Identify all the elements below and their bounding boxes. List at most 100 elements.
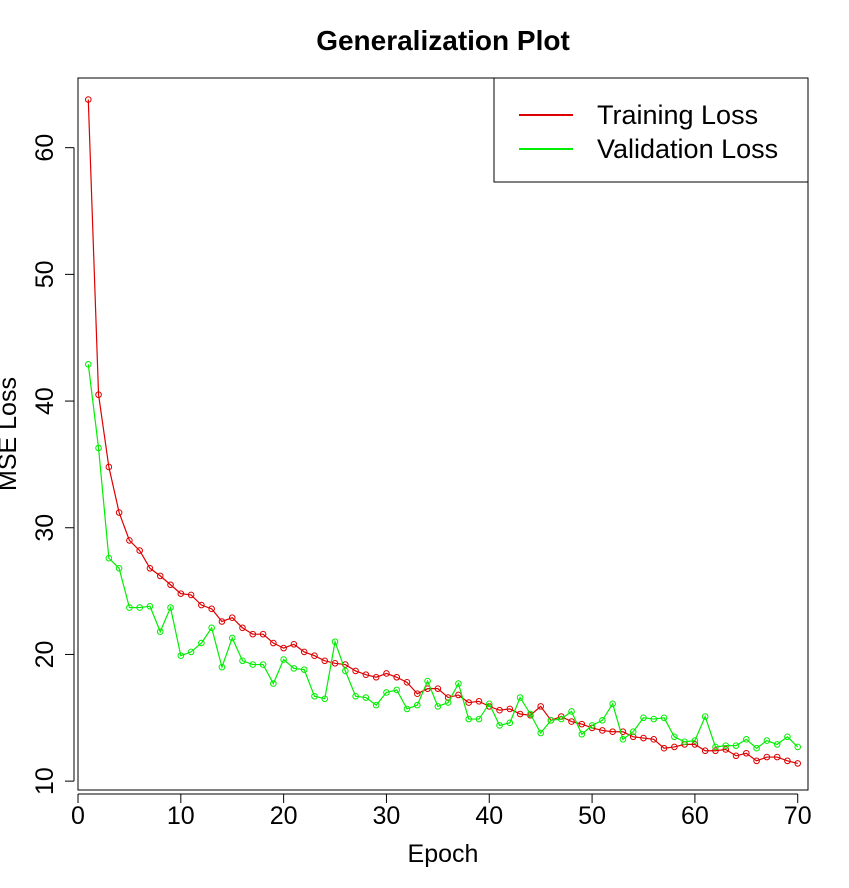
- data-point: [280, 656, 287, 663]
- data-point: [259, 661, 267, 668]
- data-point: [753, 744, 760, 752]
- data-point: [773, 741, 781, 748]
- data-point: [444, 699, 452, 706]
- data-point: [187, 648, 195, 656]
- data-point: [352, 692, 359, 700]
- data-point: [167, 581, 174, 589]
- legend-box: [493, 77, 809, 183]
- data-point: [126, 604, 133, 611]
- data-point: [290, 665, 298, 672]
- data-point: [136, 547, 143, 554]
- data-point: [691, 737, 699, 744]
- data-point: [732, 752, 740, 760]
- data-point: [794, 743, 802, 751]
- data-point: [424, 677, 431, 685]
- data-point: [372, 701, 380, 709]
- chart-title: Generalization Plot: [316, 25, 570, 56]
- data-point: [701, 747, 709, 755]
- x-tick-label: 0: [71, 802, 85, 830]
- data-point: [290, 641, 298, 648]
- data-point: [578, 720, 586, 728]
- data-point: [599, 727, 606, 734]
- data-point: [671, 743, 678, 751]
- data-point: [280, 644, 287, 652]
- plot-frame: [77, 77, 809, 791]
- data-point: [609, 728, 616, 736]
- data-point: [619, 736, 627, 743]
- data-point: [773, 753, 781, 761]
- data-point: [568, 718, 575, 725]
- y-tick-label: 50: [31, 260, 59, 288]
- data-point: [321, 657, 329, 665]
- data-point: [784, 733, 791, 741]
- data-point: [609, 700, 616, 708]
- data-point: [300, 648, 308, 656]
- data-point: [506, 705, 514, 713]
- data-point: [156, 572, 164, 580]
- data-point: [198, 639, 205, 647]
- x-tick-label: 10: [167, 802, 195, 830]
- data-point: [732, 742, 740, 749]
- data-point: [187, 591, 195, 599]
- x-axis: 0 10 20 30 40 50 60 70: [71, 793, 812, 830]
- data-point: [146, 603, 154, 610]
- data-point: [208, 605, 215, 613]
- data-point: [372, 673, 380, 681]
- y-tick-label: 60: [31, 134, 59, 162]
- data-point: [434, 685, 442, 692]
- data-point: [167, 604, 174, 611]
- data-point: [300, 666, 308, 673]
- data-point: [352, 667, 359, 675]
- data-point: [403, 679, 411, 686]
- data-point: [753, 757, 760, 765]
- data-point: [671, 733, 678, 741]
- data-point: [763, 753, 771, 761]
- data-point: [342, 667, 349, 675]
- data-point: [331, 638, 339, 646]
- data-point: [650, 736, 658, 743]
- x-tick-label: 60: [681, 802, 709, 830]
- x-tick-label: 30: [373, 802, 401, 830]
- series-validation-loss: [84, 361, 802, 752]
- data-point: [701, 713, 709, 720]
- x-tick-label: 70: [784, 802, 812, 830]
- data-point: [681, 738, 688, 746]
- legend-label-validation-loss: Validation Loss: [597, 134, 778, 164]
- data-point: [218, 618, 226, 625]
- data-point: [475, 698, 483, 705]
- data-point: [84, 361, 92, 368]
- y-axis-label: MSE Loss: [0, 377, 22, 491]
- data-point: [691, 741, 699, 748]
- data-point: [455, 680, 462, 687]
- y-tick-label: 30: [31, 514, 59, 542]
- data-point: [311, 652, 318, 660]
- data-point: [640, 734, 647, 742]
- data-point: [311, 692, 318, 700]
- data-point: [208, 624, 215, 632]
- data-point: [629, 733, 637, 741]
- data-point: [331, 660, 339, 667]
- data-point: [650, 715, 658, 723]
- data-point: [105, 554, 113, 562]
- data-point: [239, 657, 246, 665]
- data-point: [393, 673, 401, 681]
- data-point: [115, 564, 123, 572]
- x-tick-label: 20: [270, 802, 298, 830]
- data-point: [794, 760, 802, 767]
- data-point: [527, 710, 534, 718]
- data-point: [177, 590, 185, 597]
- data-point: [434, 703, 442, 710]
- y-tick-label: 20: [31, 641, 59, 669]
- data-point: [249, 661, 257, 668]
- data-point: [578, 730, 586, 738]
- data-point: [126, 537, 133, 544]
- data-point: [228, 634, 236, 642]
- data-point: [393, 686, 401, 694]
- data-point: [537, 729, 544, 737]
- legend: Training Loss Validation Loss: [493, 77, 809, 183]
- data-point: [84, 96, 92, 103]
- data-point: [95, 444, 102, 452]
- data-point: [136, 604, 143, 611]
- data-point: [465, 699, 473, 706]
